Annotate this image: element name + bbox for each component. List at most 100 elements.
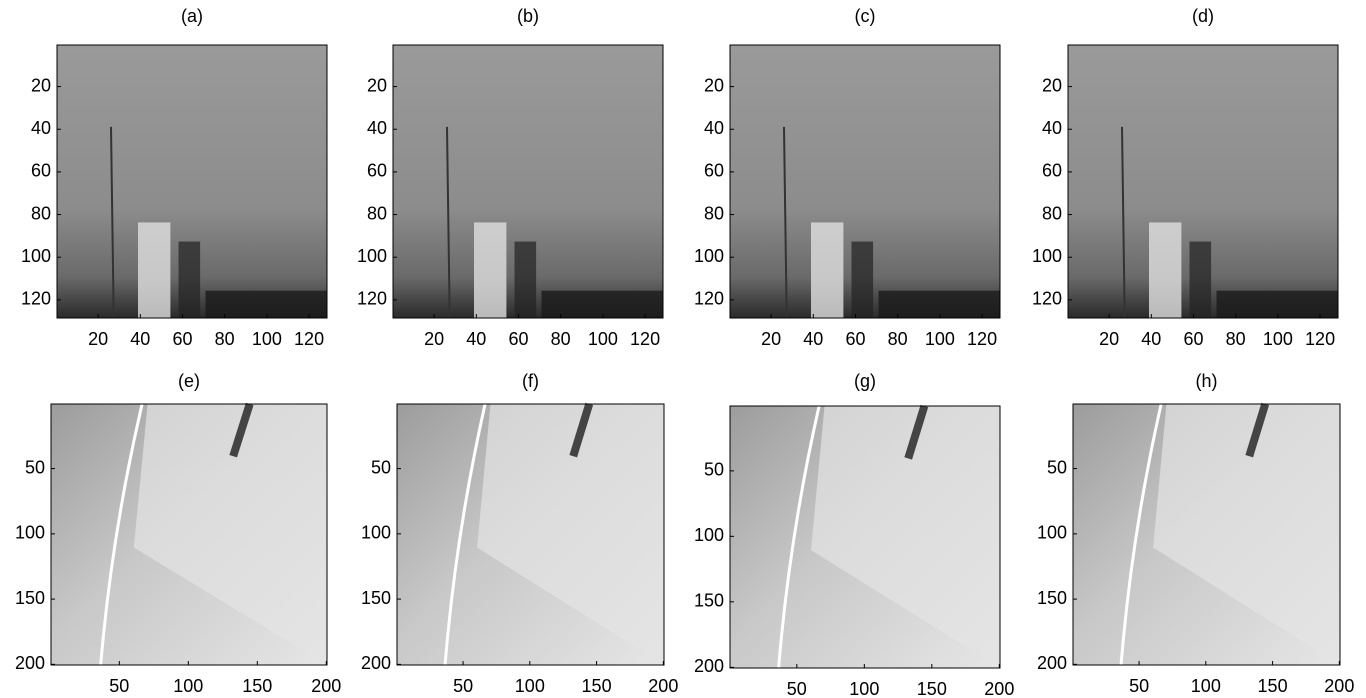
image-detail: [138, 222, 171, 318]
y-tick-label: 150: [15, 588, 45, 608]
image-detail: [474, 222, 507, 318]
panel-title: (f): [522, 371, 539, 391]
x-tick-label: 100: [1263, 329, 1293, 349]
y-tick-label: 100: [694, 246, 724, 266]
image-detail: [851, 241, 874, 318]
x-tick-label: 120: [294, 329, 324, 349]
y-tick-label: 20: [31, 75, 51, 95]
x-tick-label: 150: [917, 679, 947, 698]
y-tick-label: 120: [357, 289, 387, 309]
x-tick-label: 100: [252, 329, 282, 349]
axes-frame: [56, 44, 328, 319]
y-tick-label: 40: [31, 118, 51, 138]
y-tick-label: 200: [694, 656, 724, 676]
x-tick-label: 60: [845, 329, 865, 349]
image-detail: [178, 241, 201, 318]
x-tick-label: 80: [215, 329, 235, 349]
x-tick-label: 20: [424, 329, 444, 349]
x-tick-label: 40: [130, 329, 150, 349]
image-detail: [110, 126, 115, 319]
axes-frame: [729, 44, 1001, 319]
image-detail: [1121, 126, 1126, 319]
x-tick-label: 100: [173, 676, 203, 696]
x-tick-label: 100: [588, 329, 618, 349]
x-tick-label: 20: [761, 329, 781, 349]
x-tick-label: 120: [630, 329, 660, 349]
x-tick-label: 200: [1324, 676, 1354, 696]
y-tick-label: 60: [1042, 161, 1062, 181]
image-detail: [541, 290, 663, 318]
x-tick-label: 40: [1141, 329, 1161, 349]
panel-title: (a): [181, 6, 203, 26]
y-tick-label: 40: [704, 118, 724, 138]
y-tick-label: 40: [1042, 118, 1062, 138]
axes-frame: [1072, 403, 1341, 666]
x-tick-label: 60: [172, 329, 192, 349]
x-tick-label: 100: [1191, 676, 1221, 696]
x-tick-label: 120: [967, 329, 997, 349]
x-tick-label: 80: [551, 329, 571, 349]
y-tick-label: 100: [361, 523, 391, 543]
x-tick-label: 150: [1258, 676, 1288, 696]
image-detail: [1149, 222, 1182, 318]
y-tick-label: 100: [694, 525, 724, 545]
axes-frame: [1067, 44, 1339, 319]
x-tick-label: 150: [242, 676, 272, 696]
axes-frame: [396, 403, 665, 666]
y-tick-label: 20: [704, 75, 724, 95]
image-detail: [514, 241, 537, 318]
y-tick-label: 200: [1037, 653, 1067, 673]
x-tick-label: 50: [1129, 676, 1149, 696]
x-tick-label: 200: [984, 679, 1014, 698]
x-tick-label: 50: [453, 676, 473, 696]
x-tick-label: 80: [888, 329, 908, 349]
y-tick-label: 100: [15, 523, 45, 543]
panel-title: (h): [1196, 371, 1218, 391]
y-tick-label: 120: [694, 289, 724, 309]
x-tick-label: 80: [1226, 329, 1246, 349]
axes-frame: [50, 403, 328, 666]
y-tick-label: 200: [15, 653, 45, 673]
y-tick-label: 50: [1047, 457, 1067, 477]
image-detail: [133, 404, 327, 665]
y-tick-label: 150: [1037, 588, 1067, 608]
y-tick-label: 20: [367, 75, 387, 95]
x-tick-label: 100: [515, 676, 545, 696]
image-detail: [811, 222, 844, 318]
y-tick-label: 60: [704, 161, 724, 181]
y-tick-label: 100: [357, 246, 387, 266]
x-tick-label: 100: [925, 329, 955, 349]
y-tick-label: 100: [21, 246, 51, 266]
y-tick-label: 120: [21, 289, 51, 309]
image-detail: [878, 290, 1000, 318]
image-detail: [569, 402, 594, 458]
image-detail: [1245, 402, 1270, 458]
x-tick-label: 50: [787, 679, 807, 698]
y-tick-label: 50: [704, 460, 724, 480]
panel-title: (d): [1192, 6, 1214, 26]
x-tick-label: 50: [109, 676, 129, 696]
y-tick-label: 150: [361, 588, 391, 608]
image-detail: [1119, 403, 1163, 666]
y-tick-label: 200: [361, 653, 391, 673]
x-tick-label: 120: [1305, 329, 1335, 349]
image-detail: [446, 126, 451, 319]
y-tick-label: 80: [367, 203, 387, 223]
image-detail: [904, 404, 929, 460]
axes-frame: [729, 405, 1001, 669]
image-detail: [99, 403, 144, 666]
y-tick-label: 80: [704, 203, 724, 223]
x-tick-label: 40: [803, 329, 823, 349]
y-tick-label: 100: [1032, 246, 1062, 266]
y-tick-label: 80: [31, 203, 51, 223]
y-tick-label: 100: [1037, 523, 1067, 543]
x-tick-label: 100: [849, 679, 879, 698]
x-tick-label: 200: [311, 676, 341, 696]
image-detail: [783, 126, 788, 319]
image-detail: [477, 404, 664, 665]
x-tick-label: 20: [1099, 329, 1119, 349]
x-tick-label: 40: [466, 329, 486, 349]
image-detail: [205, 290, 327, 318]
y-tick-label: 60: [367, 161, 387, 181]
x-tick-label: 20: [88, 329, 108, 349]
